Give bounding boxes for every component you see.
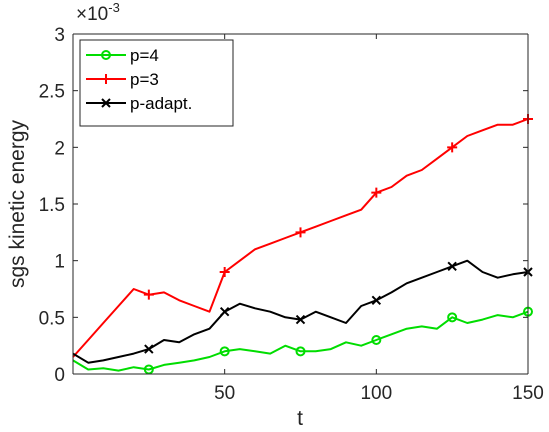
y-tick-label: 0.5 — [39, 308, 65, 329]
y-axis-label: sgs kinetic energy — [6, 119, 29, 288]
y-tick-label: 1 — [54, 252, 65, 273]
data-point-p-adapt — [295, 314, 306, 325]
axes-layer — [72, 33, 529, 375]
data-point-p-3 — [447, 142, 458, 153]
legend-marker-p-4 — [101, 50, 111, 60]
legend-marker-p-3 — [101, 74, 111, 84]
tick-label-layer: 50 100 150 0 0.5 1 1.5 2 2.5 3 — [39, 25, 544, 404]
data-point-p-adapt — [447, 261, 457, 272]
x-tick-label: 100 — [360, 383, 392, 404]
series-layer — [72, 114, 533, 375]
y-tick-label: 3 — [54, 25, 65, 46]
data-point-p-4 — [143, 364, 154, 375]
legend: p=4 p=3 p-adapt. — [79, 39, 234, 127]
data-point-p-adapt — [219, 306, 230, 317]
data-point-p-4 — [371, 335, 382, 345]
y-tick-label: 2.5 — [39, 82, 65, 103]
legend-label-p-3: p=3 — [130, 70, 159, 89]
data-point-p-3 — [219, 267, 230, 277]
y-tick-label: 1.5 — [39, 195, 65, 216]
y-tick-label: 0 — [54, 365, 65, 386]
data-point-p-4 — [447, 312, 458, 323]
data-point-p-adapt — [144, 344, 154, 354]
data-point-p-3 — [295, 227, 306, 238]
x-axis-label: t — [297, 407, 303, 430]
data-point-p-3 — [371, 187, 382, 198]
legend-marker-p-adapt — [101, 98, 111, 108]
data-point-p-adapt — [371, 295, 382, 306]
data-point-p-3 — [143, 289, 154, 300]
data-point-p-4 — [295, 346, 306, 357]
y-tick-label: 2 — [54, 138, 65, 159]
x-tick-label: 150 — [512, 383, 544, 404]
series-line-p-4 — [72, 310, 529, 372]
x-tick-label: 50 — [214, 383, 235, 404]
data-point-p-4 — [219, 346, 230, 357]
y-axis-exponent: ×10-3 — [76, 0, 120, 25]
legend-label-p-adapt: p-adapt. — [130, 94, 192, 113]
legend-label-p-4: p=4 — [130, 46, 159, 65]
